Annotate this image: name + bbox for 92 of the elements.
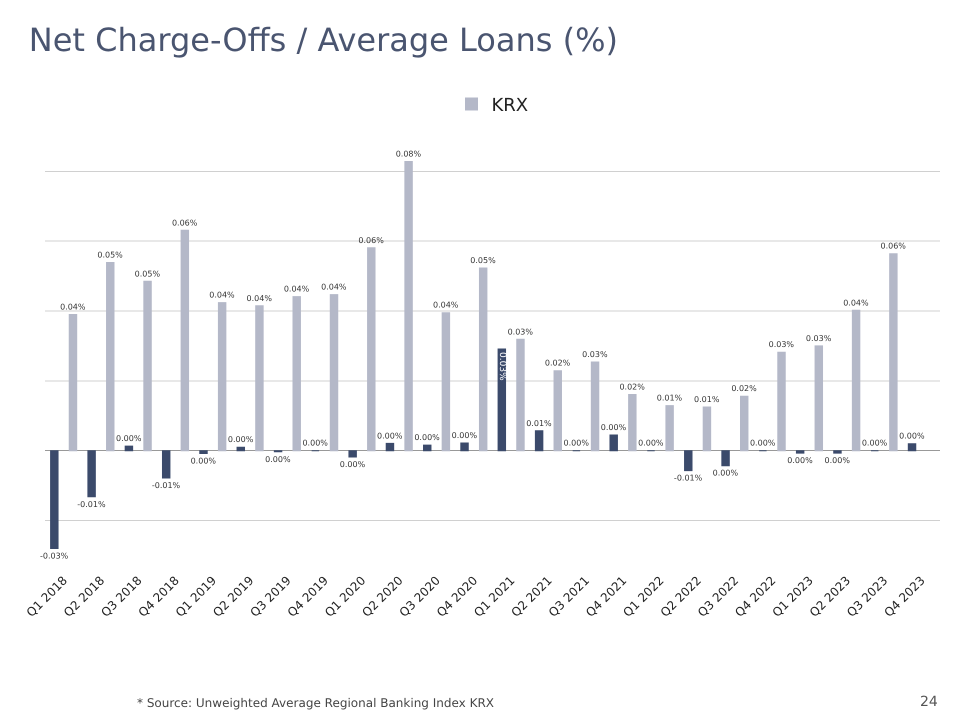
bar (796, 450, 804, 454)
data-label: -0.03% (40, 552, 69, 560)
bar (628, 394, 637, 452)
data-label: 0.00% (750, 438, 776, 448)
bar (50, 450, 59, 549)
bar (460, 442, 469, 452)
data-label: 0.02% (544, 358, 571, 368)
bar (777, 352, 786, 452)
bar (684, 450, 693, 472)
bar (814, 345, 824, 452)
data-label: 0.03% (768, 340, 794, 350)
data-label: 0.03% (508, 327, 534, 336)
bar (87, 450, 96, 498)
data-label: 0.06% (172, 218, 198, 228)
data-label: 0.04% (321, 282, 347, 292)
bar (162, 450, 170, 478)
data-label: 0.00% (824, 456, 850, 466)
bar (255, 305, 264, 452)
bar (609, 434, 618, 452)
bar (442, 312, 450, 452)
bar (908, 443, 916, 452)
bar (404, 161, 413, 452)
data-label: -0.01% (152, 480, 181, 490)
data-label: 0.04% (432, 300, 459, 310)
data-label: 0.00% (377, 431, 403, 440)
data-label: 0.00% (414, 433, 440, 442)
text: 24 (920, 694, 938, 710)
bar (721, 450, 730, 466)
bar (665, 405, 674, 452)
bar (348, 450, 357, 458)
data-label: 0.03% (496, 352, 507, 382)
data-label: 0.00% (862, 438, 888, 448)
chart-title: Net Charge-Offs / Average Loans (%) (28, 21, 618, 60)
bar (498, 348, 506, 452)
bar (833, 450, 842, 454)
data-label: 0.00% (787, 456, 814, 466)
bar (702, 406, 712, 452)
bar (180, 230, 190, 452)
bar (889, 253, 898, 452)
bar (367, 247, 376, 452)
data-label: 0.04% (843, 298, 869, 308)
data-label: 0.02% (731, 384, 758, 394)
data-label: 0.03% (582, 350, 608, 359)
bar (199, 450, 208, 454)
data-label: 0.00% (302, 438, 328, 448)
data-label: 0.03% (806, 334, 832, 343)
data-label: 0.00% (638, 438, 664, 448)
data-label: 0.02% (619, 382, 646, 392)
data-label: 0.04% (284, 284, 310, 294)
bar (852, 310, 860, 452)
bar (236, 446, 246, 452)
data-label: 0.04% (209, 290, 236, 300)
bar (554, 370, 562, 452)
data-label: -0.01% (77, 500, 106, 509)
bar (386, 442, 394, 452)
legend-label: KRX (492, 95, 528, 116)
text: * Source: Unweighted Average Regional Banking Index KRX (137, 696, 494, 710)
data-label: 0.00% (600, 422, 627, 432)
data-label: 0.00% (116, 434, 142, 444)
bar (423, 444, 432, 452)
data-label: 0.06% (880, 242, 906, 251)
data-label: 0.04% (60, 302, 86, 312)
data-label: 0.00% (452, 431, 478, 440)
data-label: 0.08% (396, 150, 422, 158)
data-label: 0.01% (526, 418, 552, 428)
bar (292, 296, 301, 452)
data-label: 0.05% (134, 269, 160, 278)
data-label: 0.06% (358, 236, 384, 245)
data-label: 0.00% (712, 468, 738, 478)
data-label: 0.00% (228, 435, 254, 444)
data-label: 0.00% (564, 438, 590, 448)
bar (106, 262, 114, 452)
data-label: 0.05% (470, 256, 496, 266)
bar (478, 268, 488, 452)
data-label: -0.01% (674, 474, 703, 483)
bar (330, 294, 338, 452)
data-label: 0.00% (340, 460, 366, 469)
bar (516, 338, 525, 452)
data-label: 0.01% (656, 394, 683, 403)
bar (143, 280, 152, 452)
bar (740, 396, 748, 452)
data-label: 0.00% (190, 456, 216, 466)
bar (534, 430, 544, 452)
bar (218, 302, 226, 452)
bar (124, 446, 134, 452)
bar (590, 361, 600, 452)
data-label: 0.05% (97, 250, 124, 260)
data-label: 0.04% (246, 294, 272, 303)
data-label: 0.00% (265, 454, 291, 464)
data-label: 0.00% (899, 432, 925, 441)
bar (68, 314, 78, 452)
data-label: 0.01% (694, 395, 720, 404)
